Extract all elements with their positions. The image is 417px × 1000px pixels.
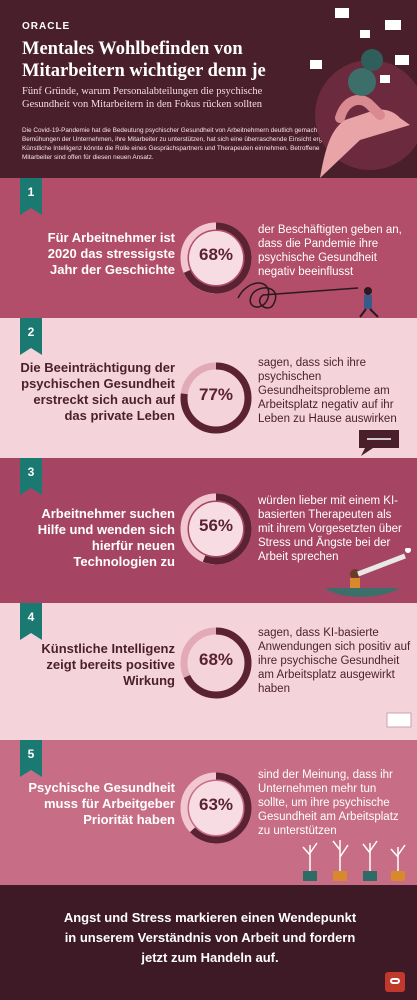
percentage-ring: 68%: [178, 625, 254, 701]
section-heading: Psychische Gesundheit muss für Arbeitgeb…: [28, 780, 175, 827]
stat-description: sind der Meinung, dass ihr Unternehmen m…: [258, 769, 399, 837]
page-title: Mentales Wohlbefinden von Mitarbeitern w…: [22, 39, 266, 81]
stat-description: sagen, dass sich ihre psychischen Gesund…: [258, 357, 397, 425]
footer: Angst und Stress markieren einen Wendepu…: [0, 885, 417, 1000]
stat-section-1: 1 Für Arbeitnehmer ist 2020 das stressig…: [0, 178, 417, 318]
speech-bubble-icon: [359, 430, 399, 456]
intro-text: Die Covid-19-Pandemie hat die Bedeutung …: [22, 127, 341, 161]
oracle-logo-icon: [385, 972, 405, 992]
page-subtitle: Fünf Gründe, warum Personalabteilungen d…: [22, 86, 263, 110]
stat-section-4: 4 Künstliche Intelligenz zeigt bereits p…: [0, 603, 417, 740]
oracle-logo: ORACLE: [22, 21, 71, 32]
section-number: 1: [27, 185, 35, 199]
percentage-ring: 68%: [178, 220, 254, 296]
section-heading: Künstliche Intelligenz zeigt bereits pos…: [41, 641, 175, 688]
percentage-value: 68%: [198, 650, 234, 669]
plant-pots-illustration: [302, 840, 406, 881]
section-number-badge: 3: [20, 458, 42, 495]
percentage-value: 77%: [198, 385, 234, 404]
stat-section-3: 3 Arbeitnehmer suchen Hilfe und wenden s…: [0, 458, 417, 603]
section-number: 4: [27, 610, 35, 624]
stat-description: sagen, dass KI-basierte Anwendungen sich…: [258, 627, 411, 695]
stat-section-5: 5 Psychische Gesundheit muss für Arbeitg…: [0, 740, 417, 885]
percentage-value: 68%: [198, 245, 234, 264]
section-heading: Für Arbeitnehmer ist 2020 das stressigst…: [47, 230, 175, 277]
header: ORACLE Mentales Wohlbefinden von Mitarbe…: [0, 0, 417, 178]
hand-illustration: [310, 8, 417, 178]
stat-section-2: 2 Die Beeinträchtigung der psychischen G…: [0, 318, 417, 458]
section-number-badge: 5: [20, 740, 42, 777]
percentage-value: 63%: [198, 795, 234, 814]
percentage-ring: 77%: [178, 360, 254, 436]
section-number: 5: [27, 747, 35, 761]
section-number-badge: 1: [20, 178, 42, 215]
section-number: 3: [27, 465, 35, 479]
boat-telescope-illustration: [325, 548, 411, 597]
percentage-ring: 63%: [178, 770, 254, 846]
message-icon: [386, 712, 412, 728]
percentage-value: 56%: [198, 516, 234, 535]
stat-description: der Beschäftigten geben an, dass die Pan…: [258, 224, 402, 278]
percentage-ring: 56%: [178, 491, 254, 567]
section-heading: Die Beeinträchtigung der psychischen Ges…: [20, 360, 175, 423]
tangled-thread-illustration: [237, 282, 379, 318]
section-number-badge: 4: [20, 603, 42, 640]
section-heading: Arbeitnehmer suchen Hilfe und wenden sic…: [37, 506, 175, 569]
section-number-badge: 2: [20, 318, 42, 355]
footer-statement: Angst und Stress markieren einen Wendepu…: [63, 910, 357, 965]
section-number: 2: [27, 325, 35, 339]
stat-description: würden lieber mit einem KI-basierten The…: [258, 495, 402, 563]
